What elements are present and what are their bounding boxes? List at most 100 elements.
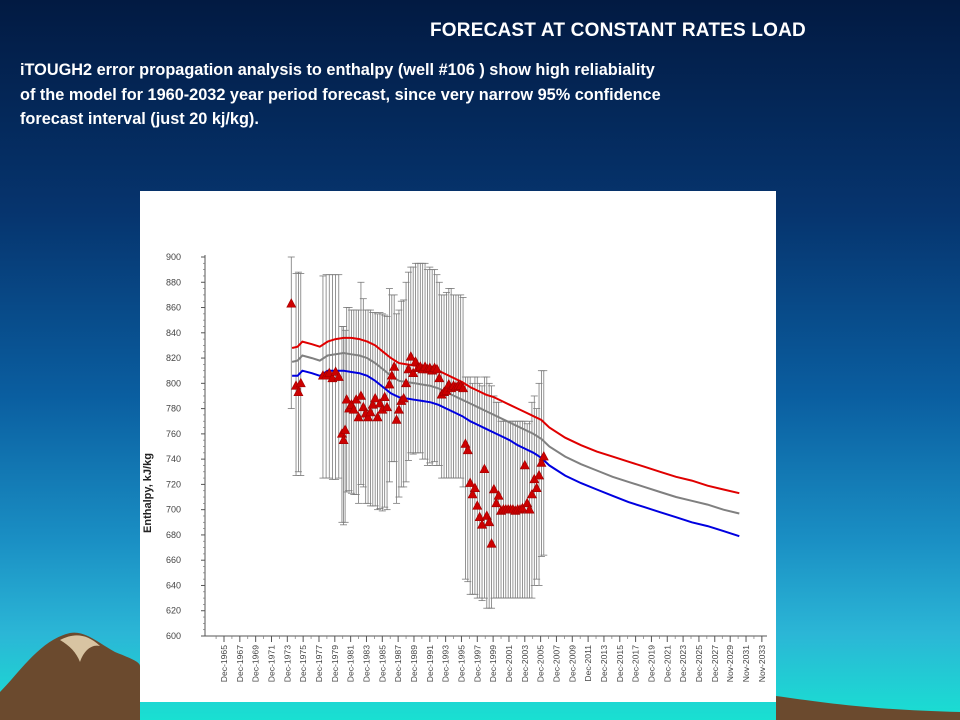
measured-point xyxy=(340,424,351,434)
y-tick-label: 800 xyxy=(166,378,181,388)
x-tick-label: Dec-1969 xyxy=(251,645,261,682)
x-tick-label: Dec-1975 xyxy=(298,645,308,682)
measured-point xyxy=(372,411,383,422)
x-tick-label: Dec-2007 xyxy=(551,645,561,682)
description-line-1: iTOUGH2 error propagation analysis to en… xyxy=(20,61,655,79)
x-tick-label: Dec-2001 xyxy=(504,645,514,682)
measured-point xyxy=(458,382,469,393)
measured-point xyxy=(382,401,393,412)
measured-point xyxy=(526,488,537,499)
measured-point xyxy=(398,392,409,403)
measured-point xyxy=(488,483,499,494)
measured-point xyxy=(293,386,304,396)
measured-point xyxy=(386,370,397,380)
measured-point xyxy=(391,414,402,424)
measured-point xyxy=(333,371,344,381)
enthalpy-forecast-chart: Enthalpy, kJ/kg 600 620 640 660 680 700 720 740… xyxy=(142,252,767,682)
measured-point xyxy=(363,411,374,422)
x-tick-label: Nov-2031 xyxy=(741,645,751,682)
measured-point xyxy=(538,450,549,461)
measured-point xyxy=(524,504,535,514)
measured-point xyxy=(467,488,478,499)
measured-point xyxy=(493,490,504,500)
x-tick-label: Dec-2013 xyxy=(599,645,609,682)
x-tick-label: Dec-1979 xyxy=(330,645,340,682)
x-tick-label: Dec-1987 xyxy=(393,645,403,682)
x-tick-label: Dec-1965 xyxy=(219,645,229,682)
x-tick-label: Dec-2019 xyxy=(646,645,656,682)
y-tick-label: 600 xyxy=(166,631,181,641)
measured-point xyxy=(379,391,390,402)
measured-point xyxy=(484,516,495,527)
y-tick-label: 720 xyxy=(166,479,181,489)
y-tick-label: 680 xyxy=(166,530,181,540)
y-tick-label: 660 xyxy=(166,555,181,565)
measured-point xyxy=(462,444,473,455)
x-tick-label: Dec-1991 xyxy=(425,645,435,682)
measured-point xyxy=(531,482,542,492)
measured-point xyxy=(491,497,502,508)
measured-point xyxy=(389,361,400,371)
y-tick-label: 740 xyxy=(166,454,181,464)
description-line-2: of the model for 1960-2032 year period f… xyxy=(20,85,661,104)
series-line-upper-95-confidence xyxy=(291,336,740,495)
measured-point xyxy=(295,377,306,388)
y-tick-label: 900 xyxy=(166,252,181,262)
x-tick-label: Dec-2011 xyxy=(583,645,593,682)
measured-point xyxy=(384,378,395,389)
x-tick-label: Dec-1983 xyxy=(361,645,371,682)
x-tick-label: Dec-2027 xyxy=(710,645,720,682)
measured-point xyxy=(393,404,404,414)
x-tick-label: Dec-1967 xyxy=(235,645,245,682)
x-tick-label: Dec-2009 xyxy=(567,645,577,682)
x-tick-label: Dec-1973 xyxy=(282,645,292,682)
x-tick-label: Dec-1995 xyxy=(456,645,466,682)
slide-title: FORECAST AT CONSTANT RATES LOAD xyxy=(430,20,806,41)
x-tick-label: Dec-2023 xyxy=(678,645,688,682)
measured-point xyxy=(365,406,376,417)
measured-point xyxy=(517,502,528,513)
x-tick-label: Dec-1977 xyxy=(314,645,324,682)
measured-point xyxy=(536,457,547,467)
x-tick-label: Dec-2021 xyxy=(662,645,672,682)
series-line-lower-95-confidence xyxy=(292,369,740,538)
series-line-model-mean xyxy=(291,351,740,515)
slide-description: iTOUGH2 error propagation analysis to en… xyxy=(20,58,900,132)
measured-point xyxy=(431,363,442,374)
measured-point xyxy=(408,367,419,378)
description-line-3: forecast interval (just 20 kj/kg). xyxy=(20,110,259,128)
mountain-highlight xyxy=(60,635,100,662)
y-tick-label: 840 xyxy=(166,328,181,338)
background-landscape xyxy=(0,632,960,720)
x-tick-label: Dec-1999 xyxy=(488,645,498,682)
measured-point xyxy=(405,351,416,361)
x-tick-label: Dec-2025 xyxy=(694,645,704,682)
x-tick-label: Dec-2005 xyxy=(536,645,546,682)
measured-point xyxy=(401,377,412,388)
y-tick-label: 700 xyxy=(166,505,181,515)
y-tick-label: 780 xyxy=(166,404,181,414)
x-tick-label: Nov-2029 xyxy=(725,645,735,682)
measured-point xyxy=(348,404,359,414)
measured-point xyxy=(472,500,483,510)
measured-point xyxy=(486,538,497,548)
y-tick-label: 860 xyxy=(166,303,181,313)
measured-point xyxy=(479,463,490,474)
x-tick-label: Dec-1985 xyxy=(377,645,387,682)
y-tick-label: 820 xyxy=(166,353,181,363)
coastline-mountain xyxy=(0,632,140,720)
chart-panel: Enthalpy, kJ/kg 600 620 640 660 680 700 720 740… xyxy=(140,191,776,702)
measured-point xyxy=(370,392,381,403)
y-tick-label: 880 xyxy=(166,277,181,287)
measured-point xyxy=(465,477,476,487)
measured-point xyxy=(469,482,480,492)
shoreline-right xyxy=(776,696,960,720)
measured-point xyxy=(519,459,530,470)
measured-point xyxy=(367,399,378,409)
measured-point xyxy=(474,511,485,522)
x-tick-label: Dec-1993 xyxy=(441,645,451,682)
y-axis-label: Enthalpy, kJ/kg xyxy=(142,453,154,533)
x-tick-label: Dec-2017 xyxy=(631,645,641,682)
x-tick-label: Nov-2033 xyxy=(757,645,767,682)
x-tick-label: Dec-1989 xyxy=(409,645,419,682)
